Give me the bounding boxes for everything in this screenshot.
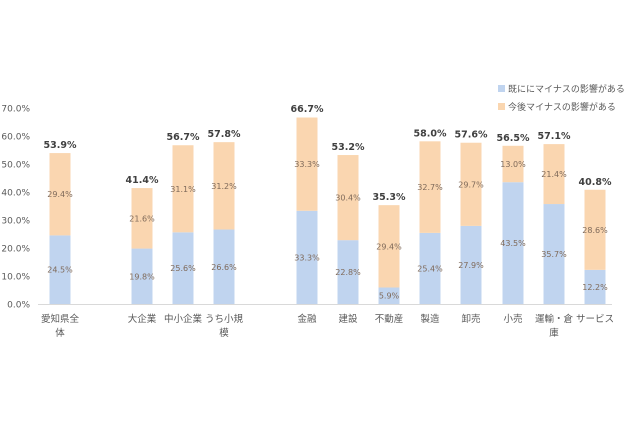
y-tick-label: 10.0%	[1, 273, 30, 283]
bar-segment-future	[584, 189, 606, 270]
bar-segment-future	[49, 153, 71, 236]
bar-segment-label: 25.6%	[170, 264, 196, 273]
bar-segment-label: 26.6%	[211, 263, 237, 272]
bar-segment-label: 29.4%	[376, 242, 402, 251]
bar-segment-future	[337, 155, 359, 241]
bar-total-label: 66.7%	[291, 104, 324, 115]
bar-total-label: 53.2%	[332, 142, 365, 153]
bar-total-label: 41.4%	[126, 175, 159, 186]
bar-segment-future	[419, 141, 441, 233]
bar-segment-future	[172, 145, 194, 233]
category-label: 体	[55, 327, 65, 339]
bar-segment-label: 12.2%	[582, 283, 608, 292]
bar-segment-label: 24.5%	[47, 266, 73, 275]
bar-total-label: 35.3%	[373, 192, 406, 203]
bar-segment-already	[131, 248, 153, 304]
bar-segment-label: 43.5%	[500, 239, 526, 248]
category-label: 不動産	[375, 313, 404, 325]
bar-segment-label: 22.8%	[335, 268, 361, 277]
category-label: 金融	[297, 313, 317, 325]
category-label: うち小規	[205, 314, 244, 325]
bar-segment-future	[460, 142, 482, 226]
bar-segment-future	[543, 144, 565, 205]
bar-segment-label: 28.6%	[582, 226, 608, 235]
category-label: 卸売	[461, 313, 480, 325]
y-tick-label: 50.0%	[1, 161, 30, 171]
bar-total-label: 56.5%	[497, 133, 530, 144]
bar-segment-label: 13.0%	[500, 160, 526, 169]
bar-total-label: 53.9%	[44, 140, 77, 151]
bar-segment-label: 19.8%	[129, 272, 155, 281]
bar-segment-label: 29.4%	[47, 190, 73, 199]
category-label: 小売	[503, 313, 522, 325]
bar-total-label: 57.8%	[208, 129, 241, 140]
bar-segment-label: 5.9%	[379, 292, 400, 301]
bar-segment-label: 33.3%	[294, 160, 320, 169]
legend-label: 今後マイナスの影響がある	[508, 101, 616, 113]
bar-segment-already	[49, 235, 71, 304]
legend-swatch	[498, 103, 505, 110]
bar-segment-label: 30.4%	[335, 194, 361, 203]
category-label: 製造	[420, 313, 440, 325]
bar-segment-label: 31.1%	[170, 185, 196, 194]
bar-segment-already	[378, 287, 400, 304]
bar-segment-future	[213, 142, 235, 230]
category-label: 運輸・倉	[535, 313, 574, 325]
y-tick-label: 60.0%	[1, 133, 30, 143]
category-label: 愛知県全	[41, 313, 80, 325]
bar-segment-label: 35.7%	[541, 250, 567, 259]
bar-total-label: 56.7%	[167, 132, 200, 143]
bar-segment-already	[337, 240, 359, 304]
bar-segment-label: 33.3%	[294, 253, 320, 262]
bar-segment-already	[213, 229, 235, 304]
bar-segment-already	[419, 232, 441, 304]
bar-segment-label: 32.7%	[417, 183, 443, 192]
y-tick-label: 70.0%	[1, 105, 30, 115]
y-tick-label: 20.0%	[1, 245, 30, 255]
bar-total-label: 40.8%	[579, 177, 612, 188]
bar-total-label: 57.6%	[455, 130, 488, 141]
category-label: 模	[219, 327, 229, 339]
bar-segment-already	[584, 269, 606, 304]
legend-swatch	[498, 85, 505, 92]
category-label: サービス	[576, 314, 614, 325]
bar-segment-future	[378, 205, 400, 288]
bar-total-label: 57.1%	[538, 131, 571, 142]
bar-segment-already	[543, 204, 565, 304]
bar-segment-future	[502, 145, 524, 183]
bar-segment-label: 21.6%	[129, 214, 155, 223]
category-label: 大企業	[128, 313, 157, 325]
bar-total-label: 58.0%	[414, 129, 447, 140]
category-label: 建設	[338, 313, 358, 325]
bar-segment-future	[296, 117, 318, 211]
category-label: 中小企業	[164, 313, 203, 325]
bar-segment-already	[460, 225, 482, 304]
legend-label: 既ににマイナスの影響がある	[508, 83, 625, 95]
bar-segment-already	[502, 182, 524, 304]
category-label: 庫	[549, 327, 559, 339]
bar-segment-label: 29.7%	[458, 180, 484, 189]
bar-segment-label: 27.9%	[458, 261, 484, 270]
y-tick-label: 30.0%	[1, 217, 30, 227]
y-tick-label: 0.0%	[7, 301, 30, 311]
bar-segment-already	[296, 210, 318, 304]
y-tick-label: 40.0%	[1, 189, 30, 199]
bar-segment-future	[131, 188, 153, 249]
bar-segment-already	[172, 232, 194, 304]
bar-segment-label: 31.2%	[211, 182, 237, 191]
bar-segment-label: 21.4%	[541, 170, 567, 179]
bar-segment-label: 25.4%	[417, 264, 443, 273]
